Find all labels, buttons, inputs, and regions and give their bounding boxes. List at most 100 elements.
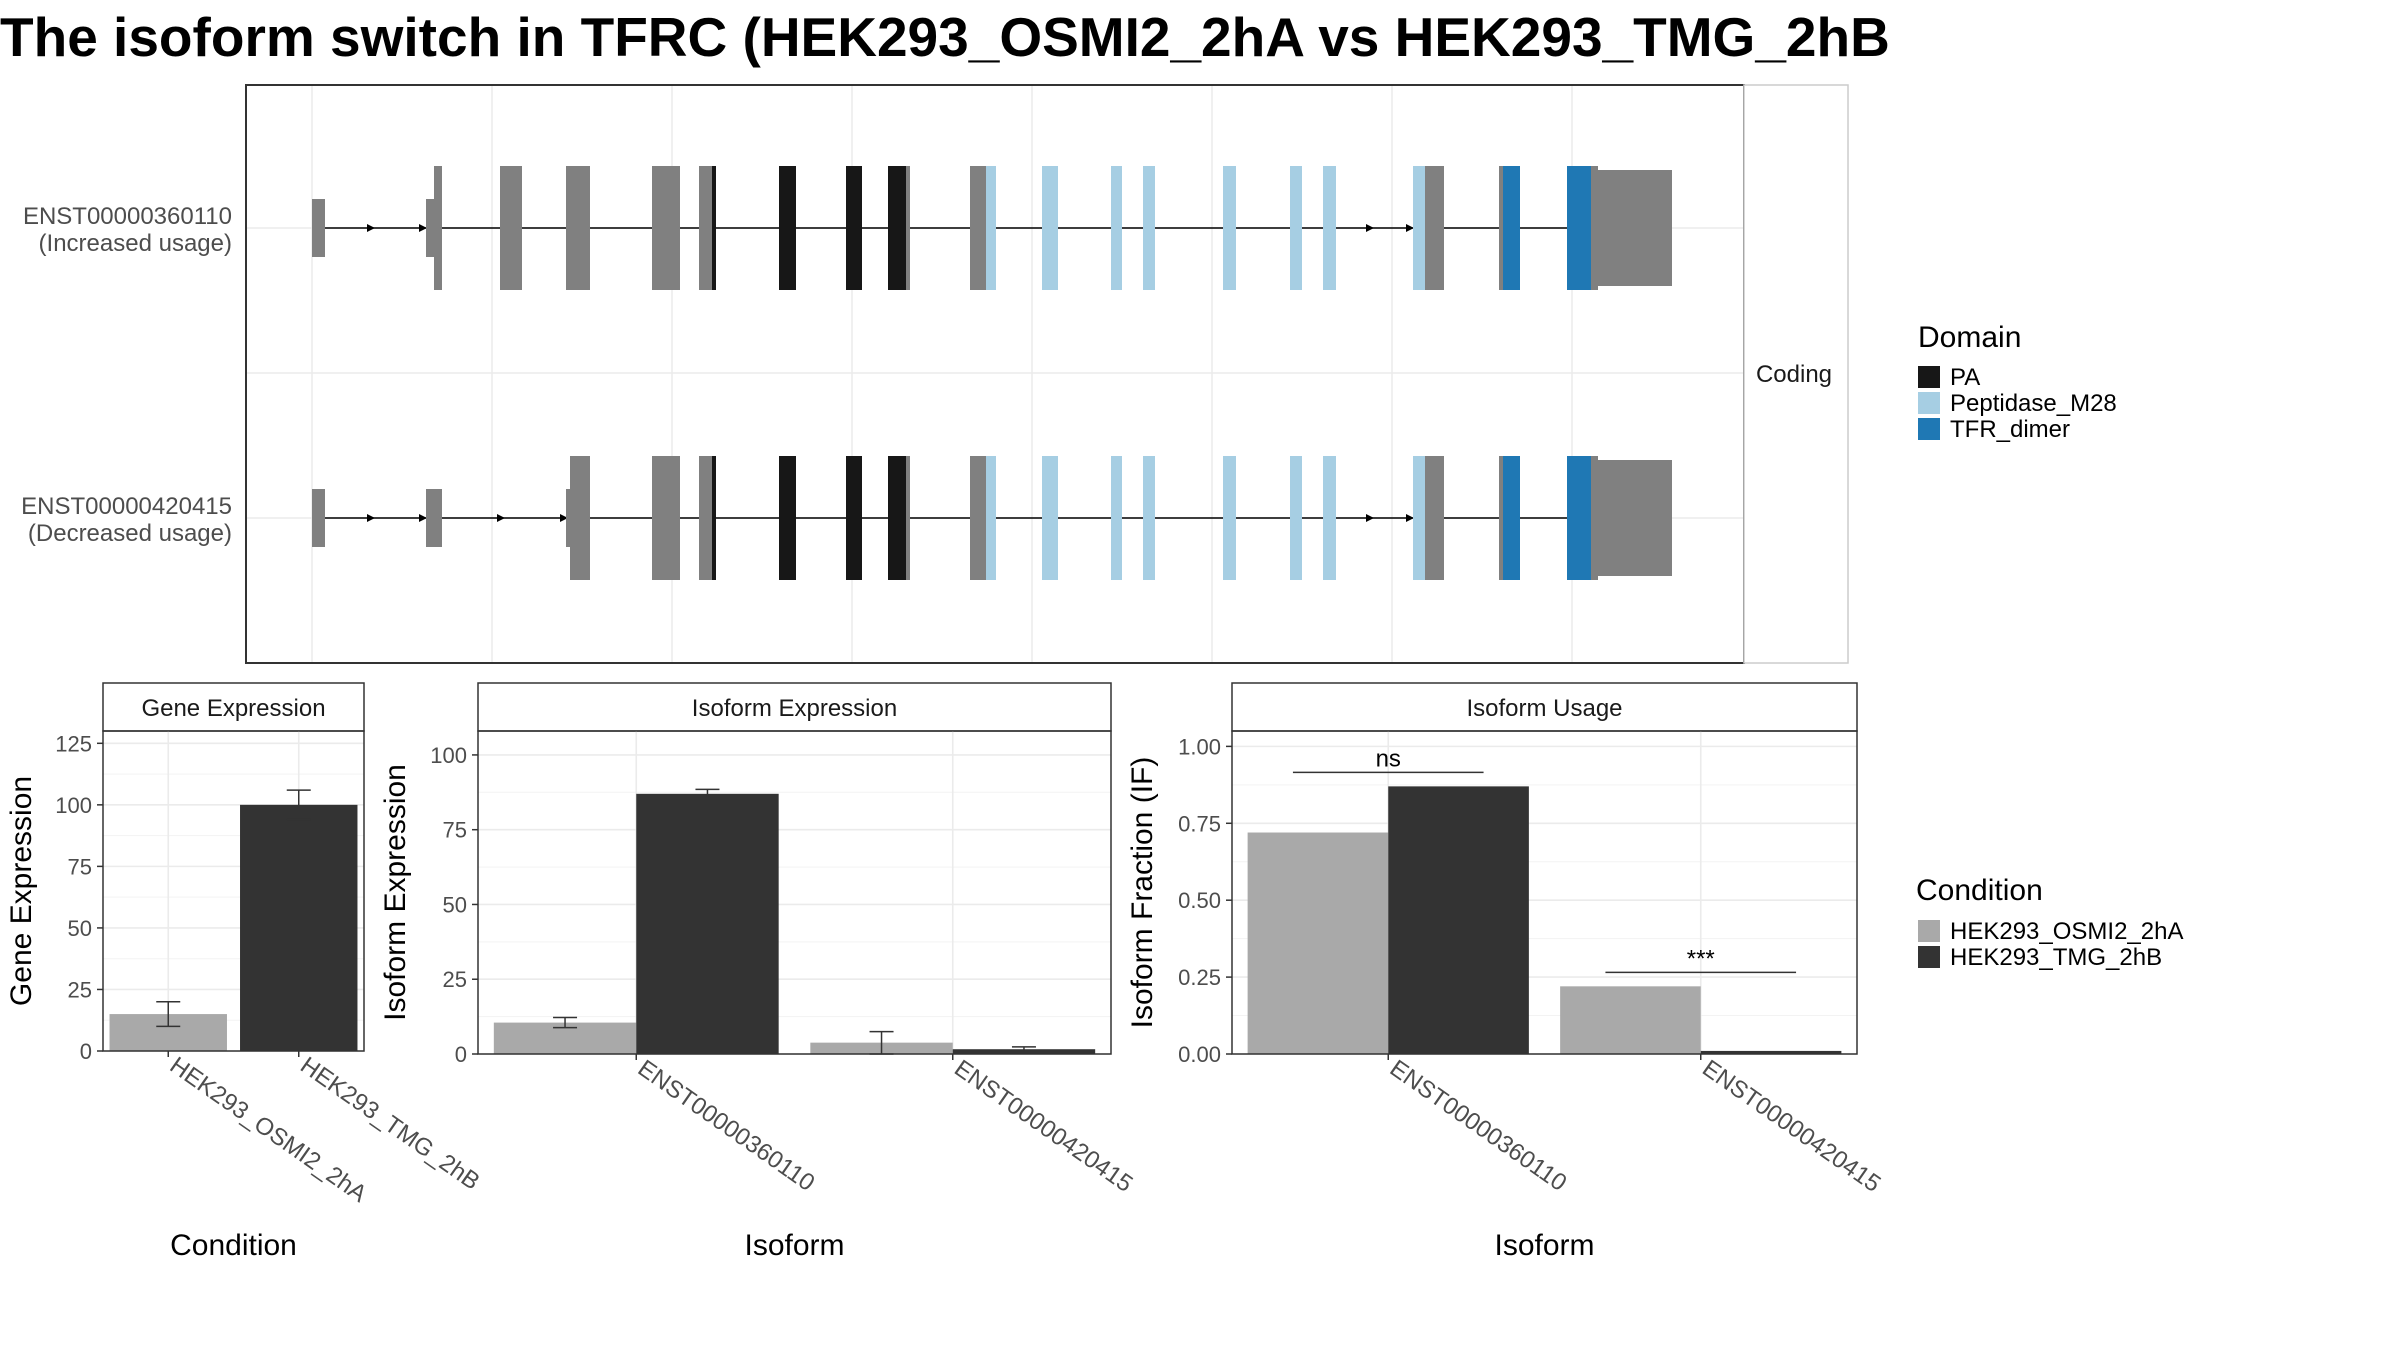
legend-key-tfr-dimer xyxy=(1918,418,1940,440)
strip-label: Coding xyxy=(1756,361,1832,388)
y-tick-label: 0.50 xyxy=(1178,888,1221,913)
y-axis-title: Gene Expression xyxy=(5,776,38,1006)
domain-block-peptidase-m28 xyxy=(986,166,996,290)
exon-block xyxy=(1591,456,1598,580)
panel-strip-label: Isoform Usage xyxy=(1466,695,1622,722)
y-tick-label: 0 xyxy=(80,1039,92,1064)
track-2-isoform-label: ENST00000420415 xyxy=(21,493,232,520)
exon-block xyxy=(699,456,713,580)
exon-block xyxy=(566,166,590,290)
domain-block-peptidase-m28 xyxy=(1111,456,1122,580)
y-tick-label: 75 xyxy=(68,854,92,879)
legend-label-cond-b: HEK293_TMG_2hB xyxy=(1950,944,2162,971)
y-tick-label: 0.75 xyxy=(1178,811,1221,836)
y-tick-label: 100 xyxy=(430,743,467,768)
domain-block-tfr-dimer xyxy=(1503,166,1520,290)
y-tick-label: 0.00 xyxy=(1178,1042,1221,1067)
legend-label-cond-a: HEK293_OSMI2_2hA xyxy=(1950,918,2183,945)
y-tick-label: 50 xyxy=(443,892,467,917)
exon-block xyxy=(699,166,713,290)
x-axis-title: Condition xyxy=(170,1229,297,1262)
legend-label-peptidase-m28: Peptidase_M28 xyxy=(1950,390,2117,417)
intron-arrow xyxy=(1366,224,1374,232)
exon-block xyxy=(652,456,680,580)
legend-key-cond-a xyxy=(1918,920,1940,942)
domain-block-pa xyxy=(779,166,796,290)
domain-block-peptidase-m28 xyxy=(1290,166,1302,290)
exon-block xyxy=(970,456,986,580)
gene-expression-panel: Gene Expression0255075100125HEK293_OSMI2… xyxy=(5,682,485,1262)
exon-block xyxy=(1499,166,1503,290)
exon-block xyxy=(1425,166,1444,290)
panel-strip-label: Isoform Expression xyxy=(692,695,897,722)
significance-label: *** xyxy=(1687,945,1715,972)
exon-block xyxy=(500,166,522,290)
intron-arrow xyxy=(560,514,568,522)
intron-arrow xyxy=(419,224,427,232)
domain-block-pa xyxy=(888,166,906,290)
domain-block-tfr-dimer xyxy=(1503,456,1520,580)
bar xyxy=(240,804,358,1051)
exon-block xyxy=(570,456,590,580)
panel-strip xyxy=(1231,682,1858,732)
exon-block xyxy=(434,166,442,290)
intron-arrow xyxy=(1406,514,1414,522)
exon-block xyxy=(426,489,442,547)
y-tick-label: 75 xyxy=(443,818,467,843)
y-tick-label: 125 xyxy=(55,731,92,756)
domain-block-pa xyxy=(888,456,906,580)
x-axis-title: Isoform xyxy=(744,1229,844,1262)
intron-arrow xyxy=(1366,514,1374,522)
y-tick-label: 1.00 xyxy=(1178,734,1221,759)
legend-label-tfr-dimer: TFR_dimer xyxy=(1950,416,2070,443)
x-tick-label: ENST00000420415 xyxy=(949,1055,1137,1198)
domain-block-peptidase-m28 xyxy=(1042,456,1058,580)
figure-title: The isoform switch in TFRC (HEK293_OSMI2… xyxy=(0,6,1890,68)
exon-block xyxy=(1591,166,1598,290)
legend-key-pa xyxy=(1918,366,1940,388)
panel-strip xyxy=(477,682,1112,732)
intron-arrow xyxy=(419,514,427,522)
intron-arrow xyxy=(497,514,505,522)
legend-key-cond-b xyxy=(1918,946,1940,968)
domain-block-peptidase-m28 xyxy=(1143,456,1155,580)
bar xyxy=(1560,986,1701,1054)
significance-label: ns xyxy=(1376,745,1401,772)
domain-block-pa xyxy=(712,456,716,580)
domain-block-peptidase-m28 xyxy=(1323,166,1336,290)
panel-border xyxy=(1231,730,1858,1055)
x-axis-title: Isoform xyxy=(1494,1229,1594,1262)
exon-block xyxy=(1425,456,1444,580)
domain-block-peptidase-m28 xyxy=(1290,456,1302,580)
domain-block-peptidase-m28 xyxy=(1143,166,1155,290)
domain-block-pa xyxy=(779,456,796,580)
intron-arrow xyxy=(367,224,375,232)
x-tick-label: ENST00000360110 xyxy=(1385,1055,1572,1197)
panel-strip xyxy=(102,682,365,732)
exon-block xyxy=(906,166,910,290)
domain-block-peptidase-m28 xyxy=(1323,456,1336,580)
track-2-usage-label: (Decreased usage) xyxy=(28,520,232,547)
exon-block xyxy=(426,199,437,257)
gene-structure-tracks xyxy=(312,166,1672,580)
bar xyxy=(1247,832,1389,1054)
panel-strip-label: Gene Expression xyxy=(141,695,325,722)
domain-block-peptidase-m28 xyxy=(1042,166,1058,290)
y-tick-label: 25 xyxy=(443,967,467,992)
bar xyxy=(636,793,779,1054)
domain-block-tfr-dimer xyxy=(1567,166,1591,290)
x-tick-label: ENST00000360110 xyxy=(633,1055,820,1197)
domain-block-peptidase-m28 xyxy=(1223,456,1236,580)
intron-arrow xyxy=(367,514,375,522)
y-tick-label: 100 xyxy=(55,793,92,818)
exon-block xyxy=(312,489,325,547)
intron-arrow xyxy=(1406,224,1414,232)
domain-legend: Domain PA Peptidase_M28 TFR_dimer xyxy=(1918,321,2117,443)
y-tick-label: 25 xyxy=(68,977,92,1002)
gene-track-2 xyxy=(312,456,1672,580)
y-tick-label: 50 xyxy=(68,916,92,941)
condition-legend-title: Condition xyxy=(1916,874,2043,907)
domain-block-pa xyxy=(846,166,862,290)
condition-legend: Condition HEK293_OSMI2_2hA HEK293_TMG_2h… xyxy=(1916,874,2183,971)
